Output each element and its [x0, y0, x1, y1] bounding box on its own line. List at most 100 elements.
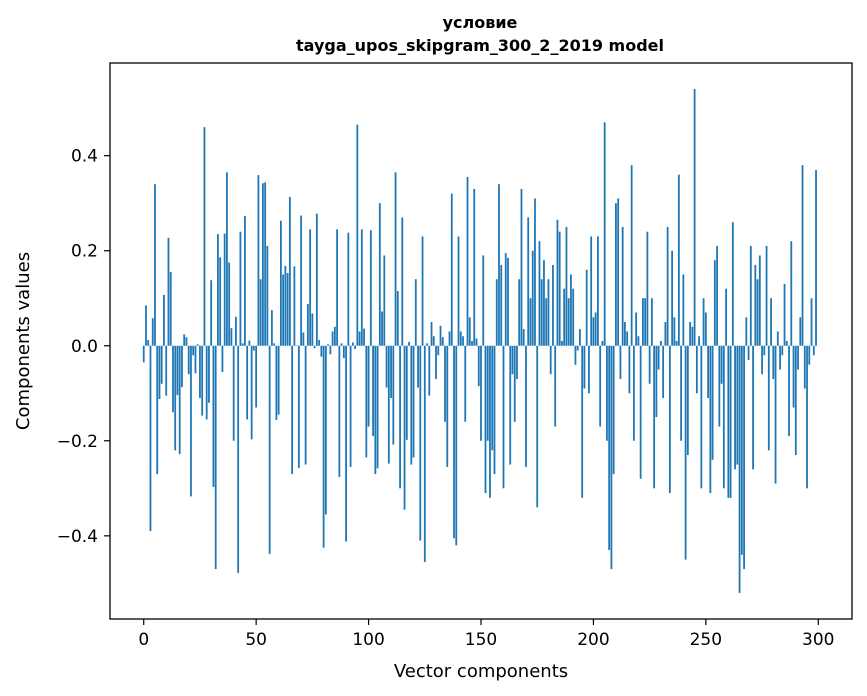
bar [426, 343, 428, 346]
bar [653, 345, 656, 489]
bar [214, 345, 217, 570]
bar [740, 345, 743, 555]
y-tick-label: −0.4 [57, 527, 98, 547]
bar [448, 331, 451, 346]
bar [538, 241, 541, 346]
bar [774, 345, 777, 484]
bar [520, 188, 523, 346]
bar [754, 264, 757, 346]
bar [142, 345, 145, 363]
bar [309, 229, 312, 346]
bar [619, 345, 622, 380]
bar [286, 273, 289, 346]
bar [579, 329, 581, 346]
x-axis-label: Vector components [394, 661, 568, 682]
bar [556, 219, 559, 346]
bar [462, 336, 464, 346]
bar [588, 345, 590, 394]
bar [351, 342, 354, 346]
bar [412, 345, 415, 458]
bar [513, 345, 516, 422]
bar [767, 345, 770, 451]
bar [446, 345, 449, 467]
bar [608, 345, 611, 551]
bar [201, 345, 204, 416]
bar [394, 172, 397, 346]
bar [190, 345, 192, 497]
bar [810, 298, 813, 346]
bar [531, 250, 534, 346]
bar [639, 345, 642, 479]
bar [284, 265, 287, 346]
bar [682, 274, 685, 346]
bar [376, 345, 379, 469]
bar [749, 245, 752, 346]
bar [666, 226, 669, 346]
bar [486, 345, 489, 441]
x-tick-label: 150 [465, 630, 497, 650]
bar [354, 345, 356, 350]
bar [279, 220, 282, 346]
bar [428, 345, 431, 396]
bar [367, 345, 370, 427]
bar [466, 177, 469, 346]
bar [624, 321, 626, 346]
bar [788, 345, 790, 437]
bar [677, 174, 680, 346]
bar [675, 341, 678, 346]
bar [576, 345, 579, 351]
bar [606, 345, 608, 441]
bar [408, 341, 410, 346]
bar [637, 336, 640, 346]
bar [729, 345, 732, 498]
bar [403, 345, 406, 510]
bar [655, 345, 658, 418]
bar [277, 345, 280, 415]
bar [585, 269, 588, 346]
bar [507, 257, 509, 346]
bar [235, 316, 237, 346]
bar [459, 331, 462, 346]
bar [518, 279, 521, 346]
bar [756, 279, 759, 346]
bar [540, 279, 543, 346]
bar [450, 193, 453, 346]
bar [185, 337, 188, 346]
bar [154, 184, 156, 346]
bar [565, 226, 568, 346]
bar [736, 345, 739, 465]
bar [163, 294, 165, 346]
bar [226, 172, 228, 346]
bar [554, 345, 557, 427]
bar [165, 345, 168, 396]
bar [194, 345, 197, 374]
bar [248, 340, 251, 346]
bar [381, 311, 383, 346]
bar [181, 345, 183, 388]
bar [468, 317, 471, 346]
bar [594, 312, 597, 346]
bar [691, 326, 694, 346]
bar [720, 345, 723, 384]
bar [668, 345, 671, 494]
bar [291, 345, 294, 475]
bar [208, 345, 210, 403]
bar [390, 345, 392, 399]
bar [700, 345, 703, 489]
bar [698, 336, 700, 346]
bar [336, 229, 338, 346]
bar [758, 255, 761, 346]
bar [432, 336, 435, 346]
bar [439, 325, 442, 346]
chart-subtitle: tayga_upos_skipgram_300_2_2019 model [296, 36, 664, 55]
bar [716, 245, 718, 346]
bar [196, 344, 199, 346]
bar [707, 345, 709, 399]
bar [435, 345, 437, 380]
bar [172, 345, 174, 413]
bar [545, 298, 548, 346]
bar [570, 274, 572, 346]
bar [176, 345, 179, 396]
bar [270, 310, 273, 346]
